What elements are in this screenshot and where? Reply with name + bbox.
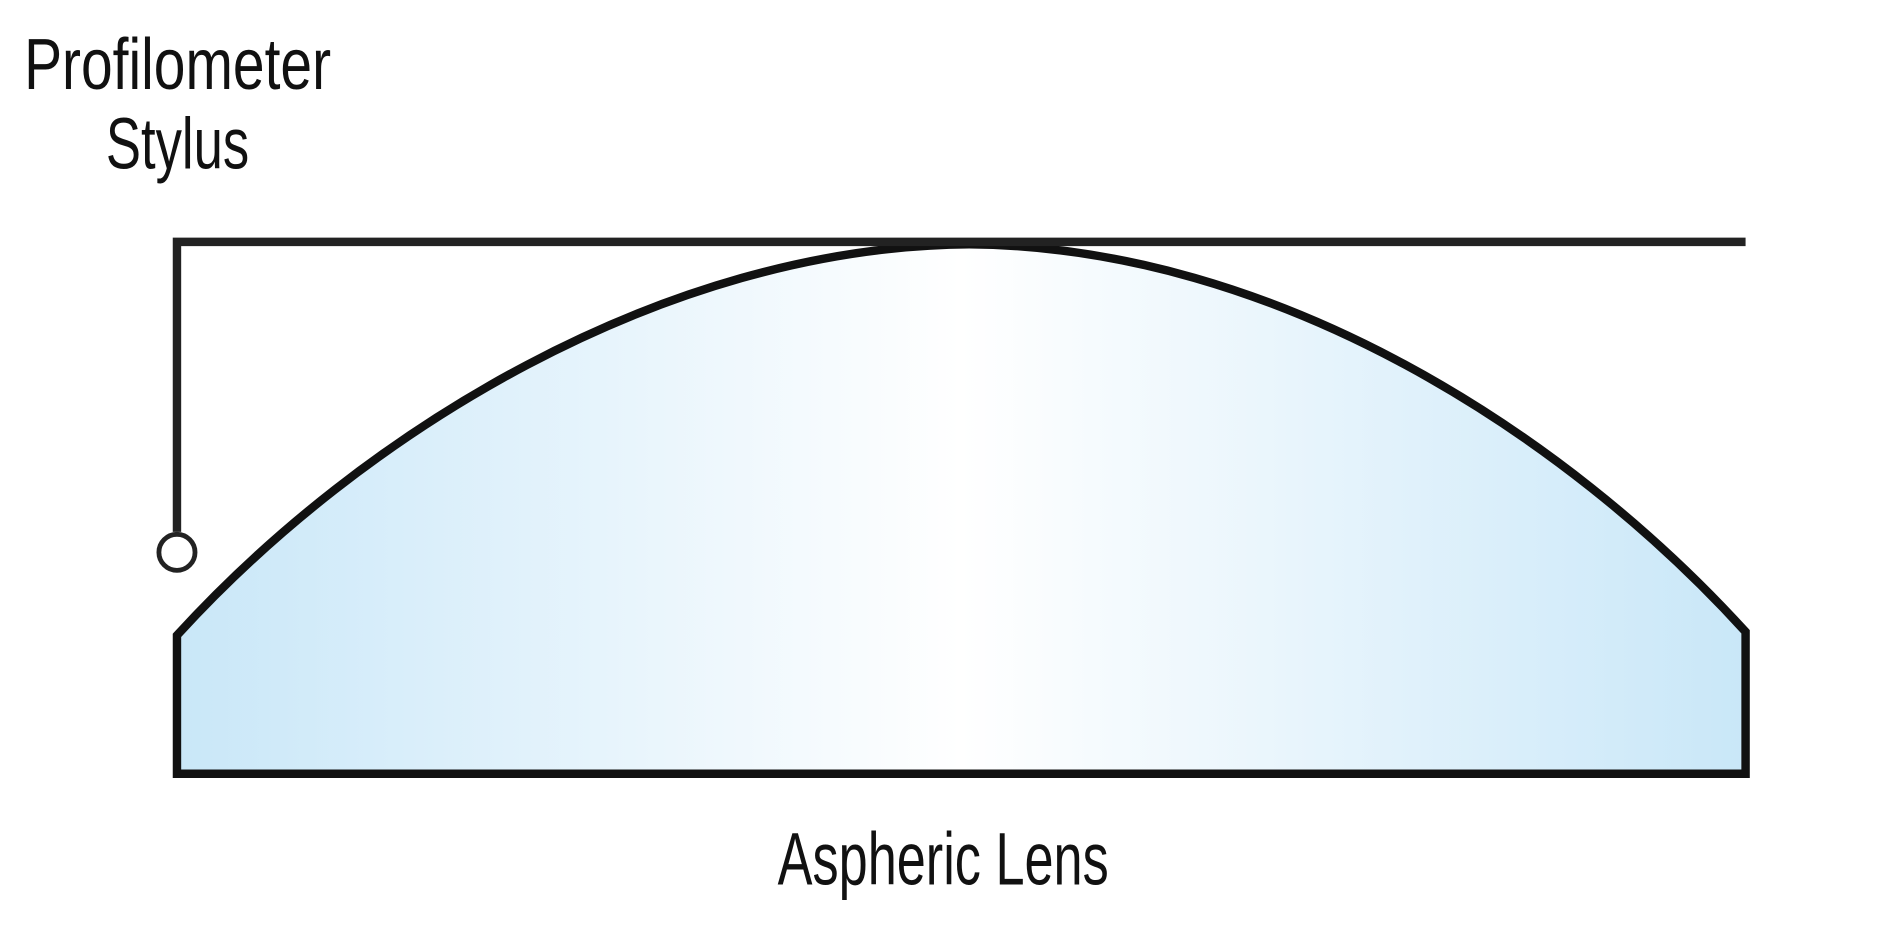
stylus-label-line2: Stylus — [106, 104, 249, 184]
stylus-arm — [172, 237, 1746, 532]
lens-label: Aspheric Lens — [778, 816, 1109, 900]
aspheric-lens — [172, 240, 1750, 778]
stylus-tip — [156, 531, 198, 573]
stylus-label-line1: Profilometer — [24, 25, 331, 105]
